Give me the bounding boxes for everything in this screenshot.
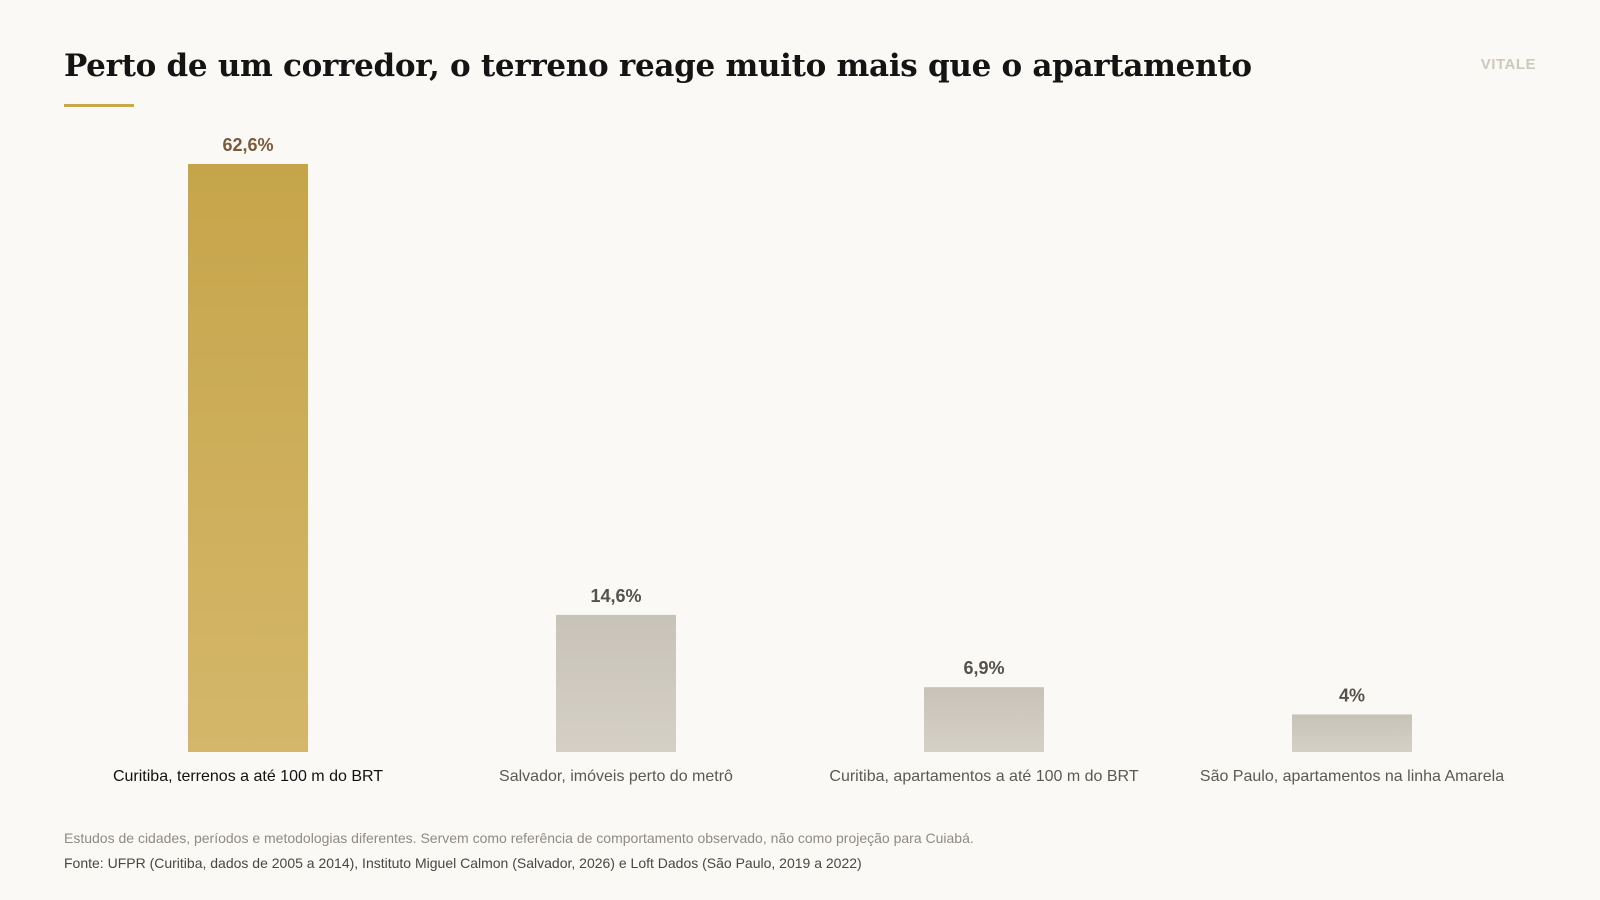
bar-group: 4% São Paulo, apartamentos na linha Amare… (1200, 685, 1504, 785)
data-label: 4% (1339, 685, 1365, 705)
brand-logo: VITALE (1480, 56, 1536, 73)
bars-layer: 62,6% Curitiba, terrenos a até 100 m do B… (113, 135, 1504, 785)
bar (924, 687, 1044, 752)
bar (188, 164, 308, 752)
data-label: 6,9% (963, 658, 1004, 678)
source-note: Fonte: UFPR (Curitiba, dados de 2005 a 2… (64, 855, 862, 871)
bar-group: 62,6% Curitiba, terrenos a até 100 m do B… (113, 135, 383, 785)
category-label: São Paulo, apartamentos na linha Amarela (1200, 768, 1504, 785)
bar (1292, 714, 1412, 752)
data-label: 62,6% (222, 135, 273, 155)
category-label: Salvador, imóveis perto do metrô (499, 768, 733, 785)
data-label: 14,6% (590, 586, 641, 606)
category-label: Curitiba, apartamentos a até 100 m do BR… (829, 768, 1138, 785)
bar (556, 614, 676, 752)
bar-group: 6,9% Curitiba, apartamentos a até 100 m d… (829, 658, 1138, 785)
methodology-note: Estudos de cidades, períodos e metodolog… (64, 830, 974, 846)
bar-group: 14,6% Salvador, imóveis perto do metrô (499, 586, 733, 785)
category-label: Curitiba, terrenos a até 100 m do BRT (113, 768, 383, 785)
title-underline (64, 104, 134, 107)
page-title: Perto de um corredor, o terreno reage mu… (64, 48, 1252, 84)
